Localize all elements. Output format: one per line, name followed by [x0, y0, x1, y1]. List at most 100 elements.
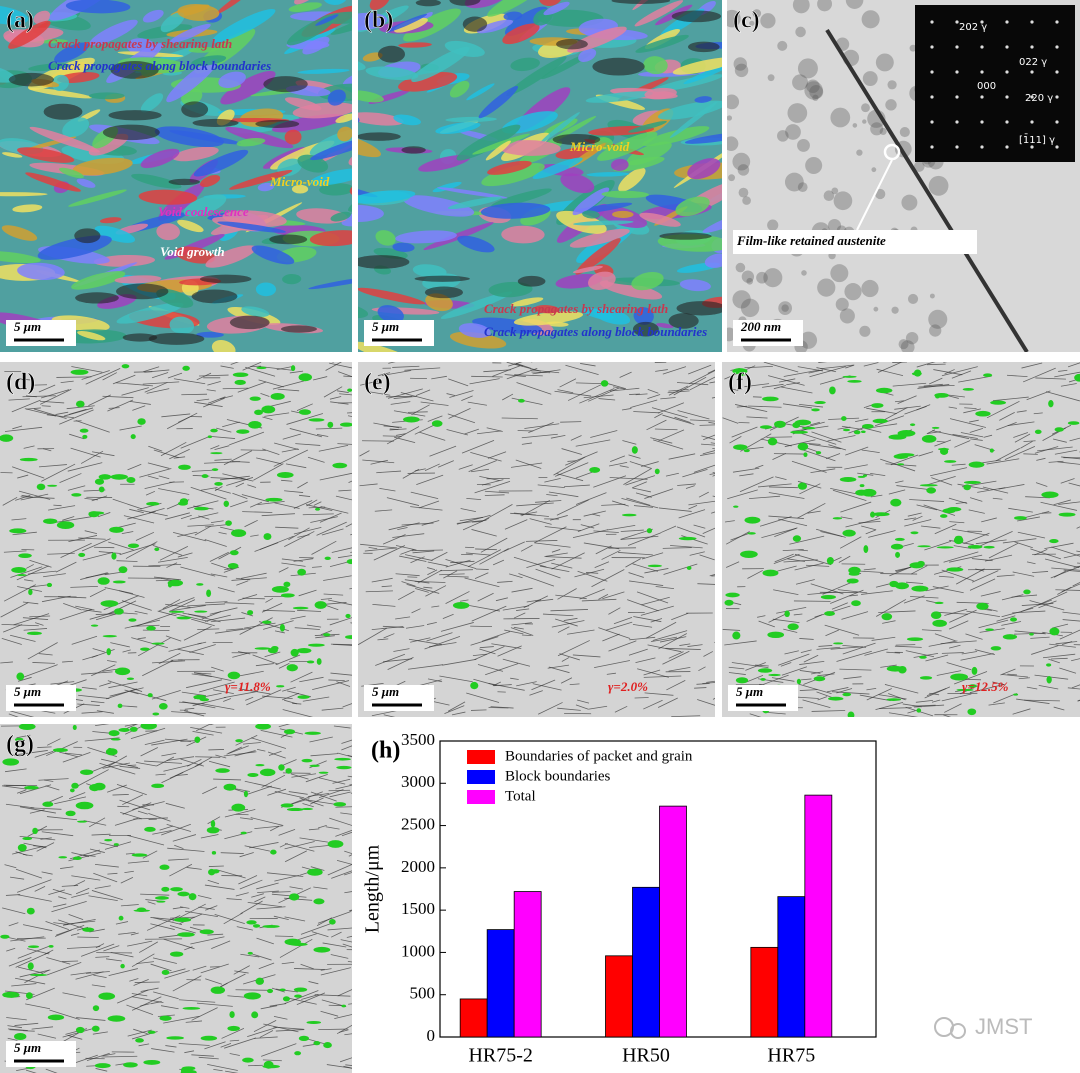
boundary — [229, 1053, 240, 1056]
boundary — [127, 835, 165, 846]
boundary — [214, 914, 245, 925]
boundary — [1024, 511, 1050, 519]
boundary — [703, 651, 714, 657]
austenite — [847, 711, 855, 717]
legend-swatch — [467, 790, 495, 804]
boundary — [244, 845, 271, 852]
boundary — [383, 714, 396, 717]
boundary — [400, 548, 415, 555]
boundary — [405, 554, 433, 561]
austenite — [324, 556, 331, 560]
boundary — [137, 637, 171, 657]
boundary — [560, 677, 573, 684]
boundary — [382, 658, 413, 663]
boundary — [305, 504, 333, 511]
boundary — [313, 501, 322, 506]
diffraction-spot — [1055, 45, 1059, 49]
boundary — [189, 644, 216, 653]
austenite — [871, 403, 884, 408]
boundary — [915, 699, 933, 703]
boundary — [316, 521, 347, 536]
austenite — [285, 768, 292, 774]
boundary — [411, 608, 421, 614]
boundary — [62, 516, 75, 521]
boundary — [226, 628, 244, 631]
grain — [472, 317, 543, 334]
grain — [538, 0, 563, 6]
austenite — [983, 545, 995, 549]
grain — [1, 225, 38, 241]
boundary — [800, 678, 812, 681]
boundary — [526, 558, 556, 569]
boundary — [492, 681, 502, 687]
austenite — [255, 764, 265, 767]
boundary — [471, 375, 503, 378]
boundary — [45, 920, 69, 930]
boundary — [311, 931, 329, 938]
boundary — [555, 618, 578, 627]
grain — [68, 189, 127, 207]
boundary — [687, 644, 703, 647]
austenite — [144, 826, 156, 832]
boundary — [474, 480, 511, 494]
boundary — [278, 663, 290, 669]
inset-label: 000 — [977, 81, 996, 92]
boundary — [296, 403, 313, 412]
boundary — [491, 643, 522, 649]
boundary — [448, 407, 471, 419]
austenite — [963, 480, 981, 484]
boundary — [641, 461, 659, 467]
austenite — [79, 428, 89, 433]
boundary — [471, 605, 507, 622]
boundary — [382, 625, 405, 628]
dislocation — [827, 219, 842, 233]
austenite — [968, 684, 977, 688]
bar — [750, 946, 779, 1038]
boundary — [15, 868, 43, 879]
grain — [114, 275, 162, 284]
boundary — [602, 591, 625, 600]
boundary — [153, 576, 181, 581]
boundary — [59, 751, 78, 758]
boundary — [262, 416, 273, 420]
boundary — [320, 506, 349, 514]
boundary — [91, 890, 123, 901]
boundary — [310, 516, 338, 523]
boundary — [390, 401, 411, 405]
grain — [643, 56, 668, 75]
boundary — [16, 879, 52, 893]
austenite — [121, 364, 130, 369]
boundary — [544, 477, 561, 483]
boundary — [907, 512, 922, 517]
boundary — [128, 764, 137, 766]
boundary — [555, 462, 589, 477]
boundary — [99, 682, 112, 687]
boundary — [845, 364, 854, 369]
austenite — [955, 535, 963, 540]
boundary — [481, 631, 511, 642]
grain — [656, 322, 674, 329]
austenite — [803, 452, 808, 458]
boundary — [22, 924, 53, 932]
dark-region — [74, 228, 101, 244]
boundary — [524, 423, 560, 429]
austenite — [161, 969, 170, 976]
micrograph-image — [0, 362, 352, 717]
austenite — [724, 599, 734, 606]
boundary — [368, 547, 378, 550]
boundary — [427, 678, 443, 683]
dislocation — [879, 127, 887, 135]
boundary — [206, 389, 216, 392]
austenite — [308, 418, 325, 422]
boundary — [404, 367, 441, 371]
annotation: Micro-void — [569, 139, 630, 154]
boundary — [27, 948, 50, 955]
boundary — [102, 762, 130, 769]
diffraction-spot — [930, 95, 934, 99]
boundary — [16, 789, 27, 794]
boundary — [332, 362, 335, 363]
austenite — [881, 613, 893, 621]
boundary — [53, 922, 69, 925]
boundary — [1038, 600, 1057, 609]
boundary — [748, 405, 782, 408]
